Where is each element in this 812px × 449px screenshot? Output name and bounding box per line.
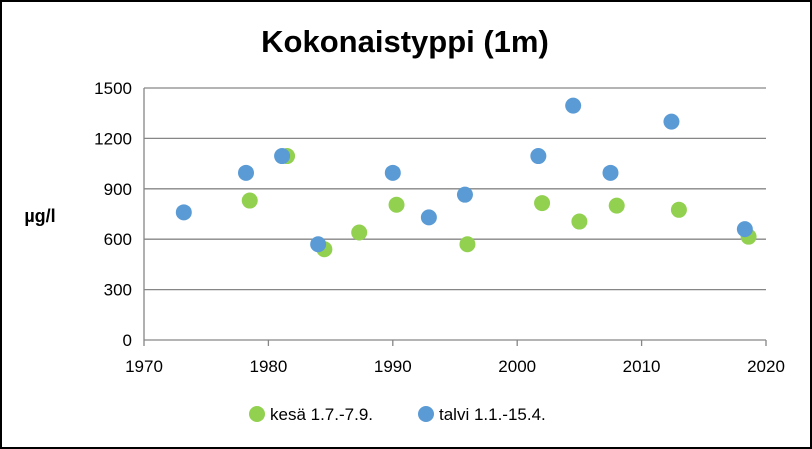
chart-title: Kokonaistyppi (1m) (261, 24, 549, 59)
x-tick-label: 1980 (249, 357, 287, 376)
x-tick-label: 1990 (374, 357, 412, 376)
summer-data-point (571, 213, 588, 230)
winter-data-point (530, 148, 547, 165)
summer-data-point (388, 196, 405, 213)
summer-data-point (241, 192, 258, 209)
winter-data-point (238, 164, 255, 181)
winter-data-point (384, 164, 401, 181)
x-tick-label: 1970 (125, 357, 163, 376)
summer-data-point (608, 197, 625, 214)
summer-data-point (534, 195, 551, 212)
y-tick-labels: 0 300 600 900 1200 1500 (94, 79, 132, 350)
winter-data-point (175, 204, 192, 221)
winter-data-point (274, 148, 291, 165)
winter-data-point (565, 97, 582, 114)
x-tick-label: 2000 (498, 357, 536, 376)
legend-marker (249, 406, 265, 422)
x-tick-label: 2010 (623, 357, 661, 376)
y-tick-label: 600 (104, 230, 132, 249)
data-points (175, 97, 757, 258)
legend-marker (418, 406, 434, 422)
y-tick-label: 0 (123, 331, 132, 350)
winter-data-point (456, 186, 473, 203)
summer-data-point (459, 236, 476, 253)
winter-data-point (420, 209, 437, 226)
summer-data-point (351, 224, 368, 241)
legend-label: kesä 1.7.-7.9. (270, 405, 373, 424)
winter-data-point (310, 236, 327, 253)
y-tick-label: 1500 (94, 79, 132, 98)
summer-data-point (670, 201, 687, 218)
winter-data-point (602, 164, 619, 181)
winter-data-point (663, 113, 680, 130)
x-tick-label: 2020 (747, 357, 785, 376)
winter-data-point (736, 221, 753, 238)
legend-label: talvi 1.1.-15.4. (439, 405, 546, 424)
legend: kesä 1.7.-7.9. talvi 1.1.-15.4. (249, 405, 546, 424)
y-tick-label: 900 (104, 180, 132, 199)
y-axis-label: µg/l (24, 206, 55, 226)
x-tick-labels: 1970 1980 1990 2000 2010 2020 (125, 357, 785, 376)
grid (144, 87, 766, 291)
y-tick-label: 300 (104, 281, 132, 300)
y-tick-label: 1200 (94, 129, 132, 148)
axes (143, 88, 767, 346)
